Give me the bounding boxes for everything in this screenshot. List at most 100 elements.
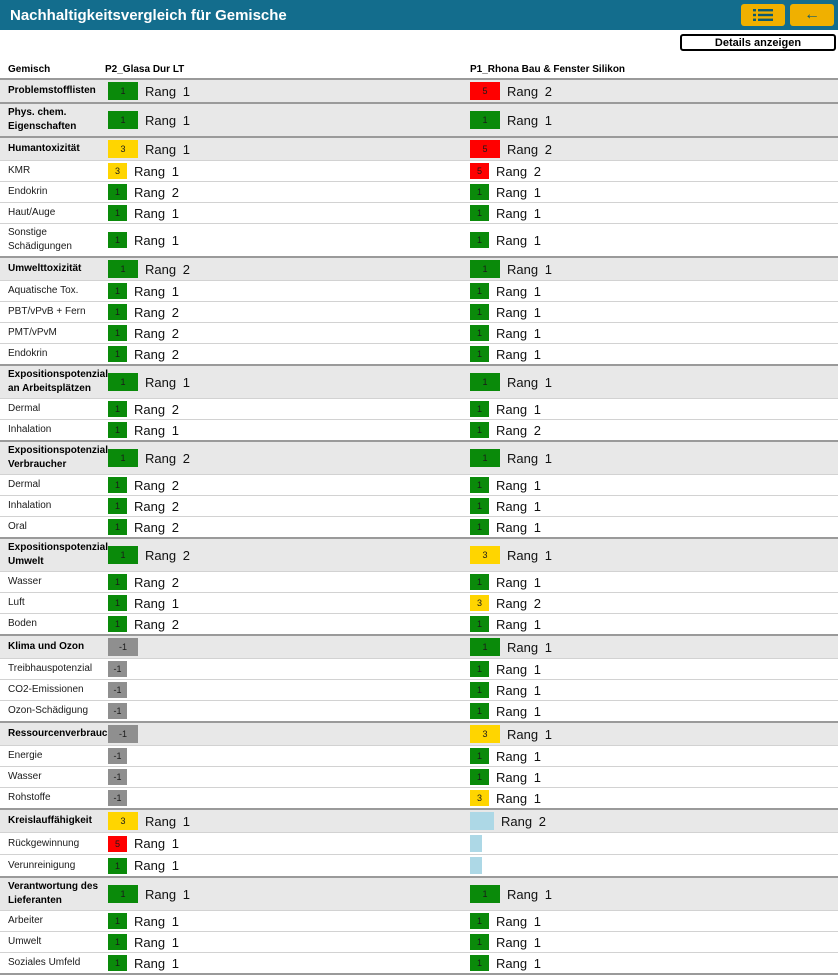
cell-p2: 5 Rang 1 (100, 835, 462, 852)
score-badge: 3 (108, 812, 138, 830)
table-row: PBT/vPvB + Fern 1 Rang 2 1 Rang 1 (0, 301, 838, 322)
cell-p1: 1 Rang 1 (462, 955, 838, 971)
rank-label: Rang 1 (145, 374, 190, 390)
table-row: Inhalation 1 Rang 2 1 Rang 1 (0, 495, 838, 516)
table-row: Sonstige Schädigungen 1 Rang 1 1 Rang 1 (0, 223, 838, 256)
rank-label: Rang 1 (507, 726, 552, 742)
rank-label: Rang 1 (145, 886, 190, 902)
table-row: PMT/vPvM 1 Rang 2 1 Rang 1 (0, 322, 838, 343)
category-row: Ressourcenverbrauch -1 3 Rang 1 (0, 721, 838, 745)
score-badge: 1 (108, 304, 127, 320)
rank-label: Rang 1 (496, 790, 541, 806)
cell-p1: 1 Rang 1 (462, 111, 838, 129)
cell-p2: -1 (100, 748, 462, 764)
score-badge (470, 812, 494, 830)
score-badge: 5 (470, 140, 500, 158)
rank-label: Rang 2 (134, 519, 179, 535)
rank-label: Rang 1 (145, 112, 190, 128)
cell-p1: 1 Rang 1 (462, 682, 838, 698)
row-label: Dermal (8, 479, 41, 490)
rank-label: Rang 1 (145, 813, 190, 829)
row-label: Endokrin (8, 186, 48, 197)
rank-label: Rang 1 (145, 83, 190, 99)
cell-p1: 1 Rang 1 (462, 769, 838, 785)
score-badge: 3 (470, 790, 489, 806)
rank-label: Rang 1 (496, 934, 541, 950)
cell-p2: 1 Rang 1 (100, 205, 462, 221)
score-badge: 1 (470, 661, 489, 677)
list-view-button[interactable] (741, 4, 785, 26)
row-label: KMR (8, 165, 31, 176)
rank-label: Rang 1 (507, 547, 552, 563)
row-label: Ressourcenverbrauch (8, 728, 114, 739)
score-badge: 1 (108, 422, 127, 438)
category-row: Problemstofflisten 1 Rang 1 5 Rang 2 (0, 78, 838, 102)
score-badge: 1 (470, 498, 489, 514)
cell-p1: 5 Rang 2 (462, 140, 838, 158)
row-label: Endokrin (8, 348, 48, 359)
row-label: Problemstofflisten (8, 85, 96, 96)
table-body: Problemstofflisten 1 Rang 1 5 Rang 2 Phy… (0, 78, 838, 975)
rank-label: Rang 2 (496, 422, 541, 438)
table-row: Energie -1 1 Rang 1 (0, 745, 838, 766)
rank-label: Rang 1 (134, 913, 179, 929)
cell-p1: 1 Rang 1 (462, 304, 838, 320)
row-label: PBT/vPvB + Fern (8, 306, 86, 317)
rank-label: Rang 1 (134, 232, 179, 248)
cell-p2: 1 Rang 2 (100, 519, 462, 535)
rank-label: Rang 1 (134, 934, 179, 950)
table-row: Ozon-Schädigung -1 1 Rang 1 (0, 700, 838, 721)
score-badge: 1 (470, 574, 489, 590)
rank-label: Rang 1 (496, 232, 541, 248)
row-label: Expositionspotenzial Verbraucher (8, 445, 109, 470)
rank-label: Rang 1 (134, 163, 179, 179)
table-row: Verunreinigung 1 Rang 1 (0, 854, 838, 876)
category-row: Expositionspotenzial Umwelt 1 Rang 2 3 R… (0, 537, 838, 571)
table-row: Luft 1 Rang 1 3 Rang 2 (0, 592, 838, 613)
cell-p2: 1 Rang 1 (100, 422, 462, 438)
row-label: Treibhauspotenzial (8, 663, 93, 674)
row-label: Arbeiter (8, 915, 44, 926)
rank-label: Rang 1 (496, 955, 541, 971)
rank-label: Rang 1 (145, 141, 190, 157)
rank-label: Rang 1 (496, 304, 541, 320)
table-row: Wasser -1 1 Rang 1 (0, 766, 838, 787)
cell-p2: -1 (100, 790, 462, 806)
rank-label: Rang 1 (496, 748, 541, 764)
details-button[interactable]: Details anzeigen (680, 34, 836, 51)
rank-label: Rang 1 (496, 661, 541, 677)
row-label: Umwelt (8, 936, 42, 947)
score-badge: 1 (108, 449, 138, 467)
cell-p1: 1 Rang 1 (462, 703, 838, 719)
score-badge: 1 (470, 703, 489, 719)
row-label: Inhalation (8, 424, 52, 435)
score-badge: 3 (470, 725, 500, 743)
rank-label: Rang 1 (496, 913, 541, 929)
row-label: Klima und Ozon (8, 641, 85, 652)
app-header: Nachhaltigkeitsvergleich für Gemische ← (0, 0, 838, 30)
page-title: Nachhaltigkeitsvergleich für Gemische (10, 6, 287, 24)
table-row: CO2-Emissionen -1 1 Rang 1 (0, 679, 838, 700)
cell-p2: 1 Rang 1 (100, 82, 462, 100)
rank-label: Rang 2 (145, 450, 190, 466)
row-label: Luft (8, 597, 25, 608)
rank-label: Rang 2 (134, 401, 179, 417)
score-badge: -1 (108, 661, 127, 677)
arrow-left-icon: ← (804, 6, 820, 23)
row-label: Aquatische Tox. (8, 285, 79, 296)
cell-p2: -1 (100, 725, 462, 743)
table-row: Arbeiter 1 Rang 1 1 Rang 1 (0, 910, 838, 931)
score-badge: 1 (108, 885, 138, 903)
category-row: Humantoxizität 3 Rang 1 5 Rang 2 (0, 136, 838, 160)
back-button[interactable]: ← (790, 4, 834, 26)
rank-label: Rang 2 (496, 595, 541, 611)
cell-p1: 1 Rang 1 (462, 373, 838, 391)
row-label: Rückgewinnung (8, 837, 80, 849)
row-label: PMT/vPvM (8, 327, 57, 338)
score-badge: 1 (470, 260, 500, 278)
score-badge: 1 (108, 401, 127, 417)
rank-label: Rang 1 (496, 205, 541, 221)
score-badge: 1 (470, 283, 489, 299)
table-row: Endokrin 1 Rang 2 1 Rang 1 (0, 181, 838, 202)
row-label: Verunreinigung (8, 859, 76, 871)
